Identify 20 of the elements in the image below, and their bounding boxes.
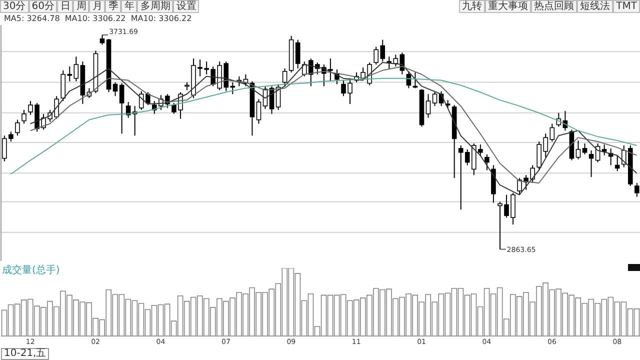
chart-title: 成交量(总手) <box>2 264 60 277</box>
text: 重大事项 <box>485 0 532 13</box>
text: 季 <box>105 0 122 13</box>
text: 60分 <box>28 0 58 13</box>
text: 周 <box>73 0 90 13</box>
text: 日 <box>57 0 74 13</box>
text: 设置 <box>173 0 200 13</box>
text: 年 <box>121 0 138 13</box>
text: 短线法 <box>577 0 614 13</box>
text: 九转 <box>459 0 486 13</box>
text: 10-21,五 <box>1 348 50 360</box>
candlestick <box>74 56 79 82</box>
text: 热点回顾 <box>531 0 578 13</box>
text: 月 <box>89 0 106 13</box>
text: 多周期 <box>137 0 174 13</box>
candlestick <box>576 140 581 160</box>
text: TMT <box>613 0 640 13</box>
text: 30分 <box>0 0 29 13</box>
text: MA5: 3264.78 MA10: 3306.22 MA10: 3306.22 <box>4 14 192 23</box>
candlestick <box>328 58 333 82</box>
